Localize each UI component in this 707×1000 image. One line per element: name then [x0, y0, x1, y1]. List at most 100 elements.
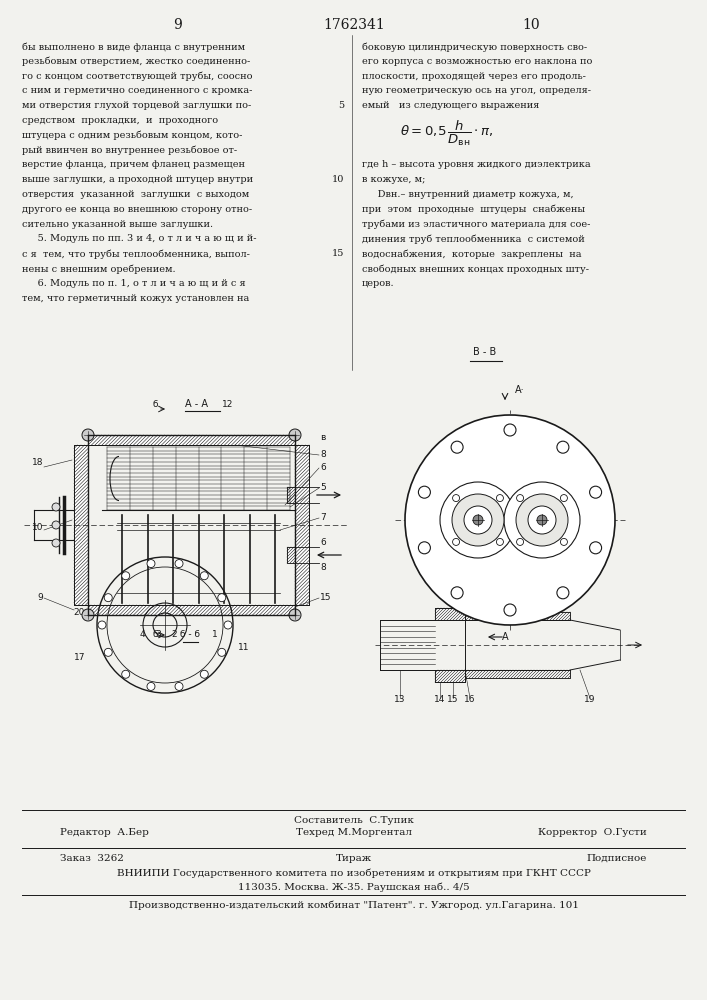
- Circle shape: [590, 542, 602, 554]
- Circle shape: [516, 494, 568, 546]
- Text: Техред М.Моргентал: Техред М.Моргентал: [296, 828, 412, 837]
- Text: $\theta = 0{,}5\,\dfrac{h}{D_{\rm вн}}\cdot\pi,$: $\theta = 0{,}5\,\dfrac{h}{D_{\rm вн}}\c…: [400, 119, 493, 148]
- Text: сительно указанной выше заглушки.: сительно указанной выше заглушки.: [22, 220, 213, 229]
- Text: Подписное: Подписное: [587, 854, 647, 863]
- Text: 4: 4: [139, 630, 145, 639]
- Text: Тираж: Тираж: [336, 854, 372, 863]
- Circle shape: [561, 495, 568, 502]
- Circle shape: [122, 670, 129, 678]
- Circle shape: [82, 429, 94, 441]
- Text: 6. Модуль по п. 1, о т л и ч а ю щ и й с я: 6. Модуль по п. 1, о т л и ч а ю щ и й с…: [22, 279, 245, 288]
- Circle shape: [98, 621, 106, 629]
- Circle shape: [440, 482, 516, 558]
- Circle shape: [517, 538, 524, 545]
- Text: 17: 17: [74, 653, 85, 662]
- Circle shape: [175, 560, 183, 568]
- Text: 20: 20: [74, 608, 85, 617]
- Text: в: в: [320, 433, 325, 442]
- Circle shape: [557, 441, 569, 453]
- Text: плоскости, проходящей через его продоль-: плоскости, проходящей через его продоль-: [362, 72, 586, 81]
- Text: А: А: [502, 632, 508, 642]
- Text: 14: 14: [434, 695, 445, 704]
- Circle shape: [590, 486, 602, 498]
- Text: свободных внешних концах проходных шту-: свободных внешних концах проходных шту-: [362, 264, 589, 273]
- Text: 12: 12: [222, 400, 233, 409]
- Text: ную геометрическую ось на угол, определя-: ную геометрическую ось на угол, определя…: [362, 86, 591, 95]
- Circle shape: [496, 538, 503, 545]
- Text: б - б: б - б: [180, 630, 200, 639]
- Circle shape: [405, 415, 615, 625]
- Text: 15: 15: [320, 593, 332, 602]
- Text: с ним и герметично соединенного с кромка-: с ним и герметично соединенного с кромка…: [22, 86, 252, 95]
- Text: 3: 3: [155, 630, 161, 639]
- Text: Составитель  С.Тупик: Составитель С.Тупик: [294, 816, 414, 825]
- Circle shape: [451, 441, 463, 453]
- Circle shape: [200, 572, 209, 580]
- Bar: [287, 487, 295, 503]
- Text: где h – высота уровня жидкого диэлектрика: где h – высота уровня жидкого диэлектрик…: [362, 160, 590, 169]
- Text: в кожухе, м;: в кожухе, м;: [362, 175, 426, 184]
- Circle shape: [561, 538, 568, 545]
- Text: Производственно-издательский комбинат "Патент". г. Ужгород. ул.Гагарина. 101: Производственно-издательский комбинат "П…: [129, 901, 579, 910]
- Text: резьбовым отверстием, жестко соединенно-: резьбовым отверстием, жестко соединенно-: [22, 57, 250, 66]
- Circle shape: [452, 494, 504, 546]
- Text: 7: 7: [320, 513, 326, 522]
- Text: рый ввинчен во внутреннее резьбовое от-: рый ввинчен во внутреннее резьбовое от-: [22, 146, 237, 155]
- Circle shape: [104, 648, 112, 656]
- Circle shape: [122, 572, 129, 580]
- Text: 13: 13: [395, 695, 406, 704]
- Text: 113035. Москва. Ж-35. Раушская наб.. 4/5: 113035. Москва. Ж-35. Раушская наб.. 4/5: [238, 882, 470, 892]
- Circle shape: [517, 495, 524, 502]
- Text: б: б: [152, 400, 158, 409]
- Bar: [465, 670, 570, 678]
- Circle shape: [289, 609, 301, 621]
- Text: штуцера с одним резьбовым концом, кото-: штуцера с одним резьбовым концом, кото-: [22, 131, 243, 140]
- Text: бы выполнено в виде фланца с внутренним: бы выполнено в виде фланца с внутренним: [22, 42, 245, 51]
- Text: верстие фланца, причем фланец размещен: верстие фланца, причем фланец размещен: [22, 160, 245, 169]
- Text: другого ее конца во внешнюю сторону отно-: другого ее конца во внешнюю сторону отно…: [22, 205, 252, 214]
- Text: 5: 5: [338, 101, 344, 110]
- Text: трубами из эластичного материала для сое-: трубами из эластичного материала для сое…: [362, 220, 590, 229]
- Text: с я  тем, что трубы теплообменника, выпол-: с я тем, что трубы теплообменника, выпол…: [22, 249, 250, 259]
- Circle shape: [218, 594, 226, 602]
- Text: при  этом  проходные  штуцеры  снабжены: при этом проходные штуцеры снабжены: [362, 205, 585, 214]
- Text: 8: 8: [320, 563, 326, 572]
- Text: 16: 16: [464, 695, 476, 704]
- Circle shape: [147, 682, 155, 690]
- Bar: [435, 670, 465, 682]
- Circle shape: [452, 495, 460, 502]
- Circle shape: [218, 648, 226, 656]
- Text: 11: 11: [238, 643, 250, 652]
- Text: 1762341: 1762341: [323, 18, 385, 32]
- Circle shape: [496, 495, 503, 502]
- Circle shape: [504, 424, 516, 436]
- Text: 10: 10: [522, 18, 540, 32]
- Circle shape: [52, 539, 60, 547]
- Circle shape: [175, 682, 183, 690]
- Bar: [88, 605, 295, 615]
- Text: емый   из следующего выражения: емый из следующего выражения: [362, 101, 539, 110]
- Bar: [287, 547, 295, 563]
- Text: 15: 15: [448, 695, 459, 704]
- Text: тем, что герметичный кожух установлен на: тем, что герметичный кожух установлен на: [22, 294, 250, 303]
- Circle shape: [419, 542, 431, 554]
- Text: динения труб теплообменника  с системой: динения труб теплообменника с системой: [362, 234, 585, 244]
- Text: 10: 10: [32, 523, 43, 532]
- Text: 15: 15: [332, 249, 344, 258]
- Text: ВНИИПИ Государственного комитета по изобретениям и открытиям при ГКНТ СССР: ВНИИПИ Государственного комитета по изоб…: [117, 868, 591, 878]
- Circle shape: [452, 538, 460, 545]
- Text: 6: 6: [320, 538, 326, 547]
- Bar: [465, 670, 570, 678]
- Bar: [295, 445, 309, 605]
- Circle shape: [82, 609, 94, 621]
- Bar: [465, 612, 570, 620]
- Text: боковую цилиндрическую поверхность сво-: боковую цилиндрическую поверхность сво-: [362, 42, 587, 51]
- Text: 18: 18: [32, 458, 43, 467]
- Circle shape: [473, 515, 483, 525]
- Bar: [88, 605, 295, 615]
- Text: 1: 1: [212, 630, 218, 639]
- Bar: [465, 612, 570, 620]
- Bar: [435, 608, 465, 620]
- Bar: [295, 445, 309, 605]
- Text: 9: 9: [37, 593, 43, 602]
